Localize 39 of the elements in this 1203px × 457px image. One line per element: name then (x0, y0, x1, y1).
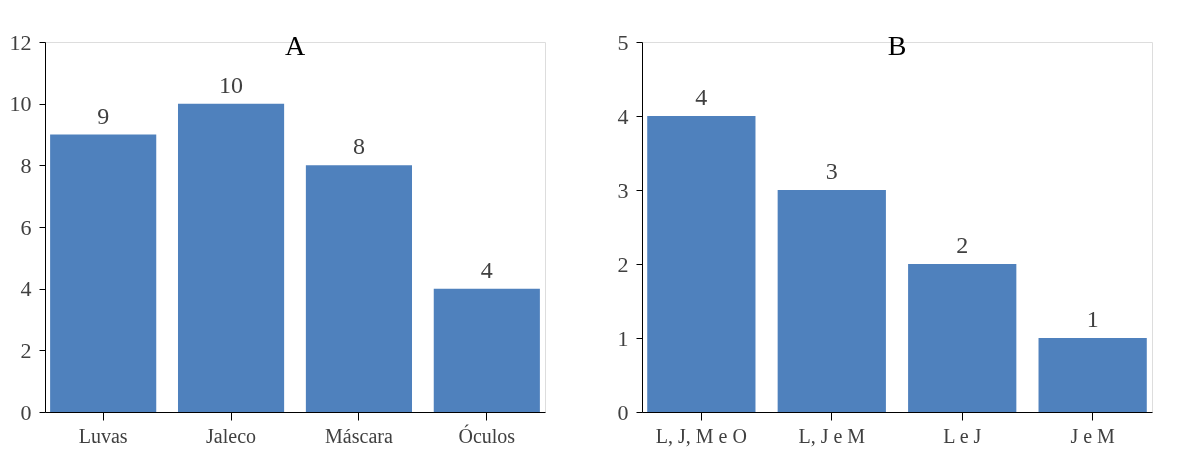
data-label: 4 (480, 256, 493, 283)
bar (50, 134, 157, 412)
bar (908, 264, 1017, 412)
x-tick-label: L, J e M (798, 424, 866, 447)
y-tick-label: 4 (20, 276, 32, 302)
x-tick-label: Óculos (458, 423, 516, 447)
bar (777, 190, 886, 412)
x-tick-label: J e M (1070, 424, 1116, 447)
y-tick-label: 10 (9, 91, 32, 117)
bar (647, 116, 756, 412)
data-label: 2 (956, 232, 969, 258)
y-tick-label: 0 (617, 399, 629, 425)
y-tick-label: 3 (617, 177, 629, 203)
y-tick-label: 5 (617, 29, 629, 55)
y-tick-label: 4 (617, 103, 629, 129)
y-tick-label: 0 (20, 399, 32, 425)
x-tick-label: L, J, M e O (655, 424, 747, 447)
bar (177, 103, 285, 412)
x-tick-label: Luvas (78, 424, 128, 447)
data-label: 4 (695, 84, 708, 110)
bar (305, 165, 413, 412)
y-tick-label: 2 (617, 251, 629, 277)
y-tick-label: 8 (20, 152, 32, 178)
data-label: 8 (352, 133, 365, 160)
bar (433, 288, 540, 412)
data-label: 1 (1086, 306, 1099, 332)
y-tick-label: 1 (617, 325, 629, 351)
y-tick-label: 12 (9, 29, 32, 55)
data-label: 9 (97, 102, 110, 129)
x-tick-label: Jaleco (206, 424, 257, 447)
x-tick-label: L e J (943, 424, 982, 447)
bar (1038, 338, 1147, 412)
data-label: 10 (219, 71, 244, 98)
data-label: 3 (825, 158, 838, 184)
chart-title: A (284, 30, 306, 61)
chart-title: B (887, 30, 907, 61)
x-tick-label: Máscara (325, 424, 393, 447)
y-tick-label: 6 (20, 214, 32, 240)
y-tick-label: 2 (20, 337, 32, 363)
